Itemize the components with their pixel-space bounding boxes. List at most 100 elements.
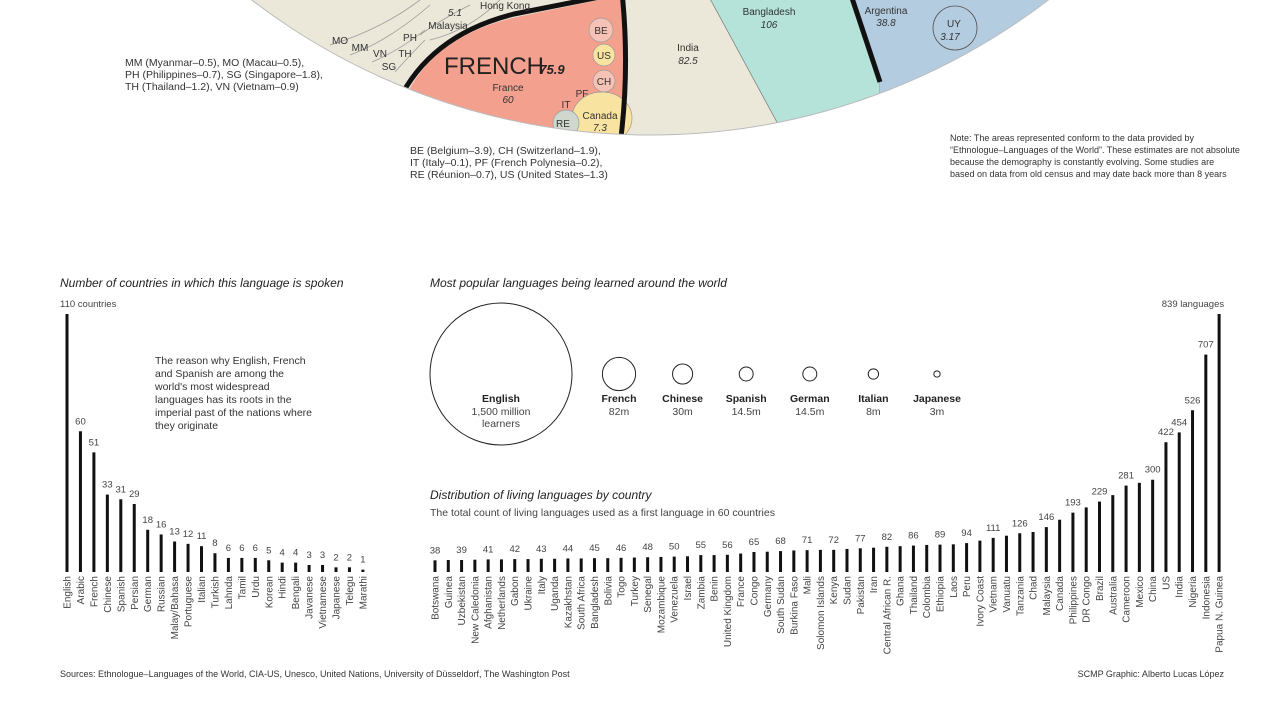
value-label: 86: [908, 531, 919, 542]
note: “Ethnologue–Languages of the World”. The…: [950, 145, 1240, 155]
x-tick-label: Spanish: [116, 576, 127, 612]
value-label: 2: [333, 552, 338, 563]
bar: [832, 549, 836, 572]
x-tick-label: Brazil: [1095, 576, 1106, 601]
x-tick-label: Bangladesh: [590, 576, 601, 629]
bar: [119, 499, 123, 572]
bar: [1031, 532, 1035, 572]
map-label: US: [597, 51, 611, 62]
bubble-value: 82m: [608, 406, 630, 418]
bar: [845, 548, 849, 572]
footnote: RE (Réunion–0.7), US (United States–1.3): [410, 169, 608, 181]
bar: [592, 558, 596, 572]
map-value: 60: [502, 95, 514, 106]
chart-title: Distribution of living languages by coun…: [430, 488, 652, 502]
x-tick-label: Italy: [537, 576, 548, 594]
value-label: 29: [129, 489, 140, 500]
map-label: VN: [373, 49, 387, 60]
bar: [739, 553, 743, 572]
x-tick-label: Hindi: [278, 576, 289, 599]
x-tick-label: Solomon Islands: [816, 576, 827, 650]
value-label: 41: [483, 544, 494, 555]
value-label: 42: [509, 544, 520, 555]
x-tick-label: Tamil: [237, 576, 248, 599]
bar: [473, 559, 477, 572]
bar: [712, 555, 716, 572]
map-label: RE: [556, 119, 570, 130]
x-tick-label: Uzbekistan: [457, 576, 468, 625]
footnote: PH (Philippines–0.7), SG (Singapore–1.8)…: [125, 69, 323, 81]
bar: [200, 546, 203, 572]
value-label: 44: [563, 543, 574, 554]
x-tick-label: Afghanistan: [484, 576, 495, 629]
bubble-name: German: [789, 393, 830, 405]
bar: [566, 558, 570, 572]
x-tick-label: Mali: [803, 576, 814, 594]
value-label: 300: [1145, 465, 1161, 476]
note: because the demography is constantly evo…: [950, 157, 1214, 167]
bar: [991, 537, 995, 572]
bar: [925, 544, 929, 572]
x-tick-label: Bolivia: [603, 576, 614, 606]
x-tick-label: Portuguese: [184, 576, 195, 628]
bubble: [867, 368, 880, 380]
x-tick-label: Cameroon: [1122, 576, 1133, 623]
bar: [619, 557, 623, 572]
map-label: IT: [562, 100, 571, 111]
note: based on data from old census and may da…: [950, 169, 1227, 179]
bar: [1151, 479, 1155, 572]
x-tick-label: Thailand: [909, 576, 920, 614]
map-label: CH: [597, 77, 611, 88]
x-tick-label: France: [736, 576, 747, 608]
x-tick-label: French: [89, 576, 100, 607]
bar: [132, 503, 136, 572]
bubble-value: 1,500 million learners: [471, 406, 531, 430]
bar: [978, 540, 982, 572]
value-label: 55: [696, 540, 707, 551]
bar: [1124, 485, 1128, 572]
x-tick-label: India: [1175, 576, 1186, 598]
value-label: 31: [116, 484, 127, 495]
x-tick-label: Israel: [683, 576, 694, 600]
value-label: 82: [882, 532, 893, 543]
map-label: PF: [576, 89, 589, 100]
map-value: 75.9: [539, 62, 565, 77]
x-tick-label: Uganda: [550, 576, 561, 611]
value-label: 65: [749, 537, 760, 548]
value-label: 71: [802, 535, 813, 546]
chart-title: Most popular languages being learned aro…: [430, 276, 727, 290]
value-label: 281: [1118, 471, 1134, 482]
x-tick-label: Mexico: [1135, 576, 1146, 608]
value-label: 38: [430, 545, 441, 556]
x-tick-label: German: [143, 576, 154, 612]
bubble-name: French: [601, 393, 637, 405]
value-label: 2: [347, 552, 352, 563]
map-label: MM: [352, 43, 369, 54]
map-label: Canada: [582, 111, 617, 122]
bar: [253, 557, 257, 572]
bubble: [672, 363, 694, 385]
value-label: 4: [293, 548, 298, 559]
x-tick-label: Russian: [157, 576, 168, 612]
value-label: 110 countries: [60, 299, 117, 310]
x-tick-label: Nigeria: [1188, 576, 1199, 608]
x-tick-label: Vanuatu: [1002, 576, 1013, 613]
x-tick-label: Senegal: [643, 576, 654, 613]
bubble-value: 14.5m: [731, 406, 761, 418]
map-label: India: [677, 43, 699, 54]
value-label: 839 languages: [1162, 299, 1225, 310]
x-tick-label: Malay/Bahasa: [170, 576, 181, 640]
map-label: SG: [382, 62, 397, 73]
map-outline: [251, 0, 1049, 136]
bar: [858, 548, 862, 572]
x-tick-label: Chad: [1029, 576, 1040, 600]
bar: [361, 569, 365, 572]
note: Note: The areas represented conform to t…: [950, 133, 1194, 143]
map-region: [932, 5, 978, 51]
bubble-name: English: [482, 393, 520, 405]
